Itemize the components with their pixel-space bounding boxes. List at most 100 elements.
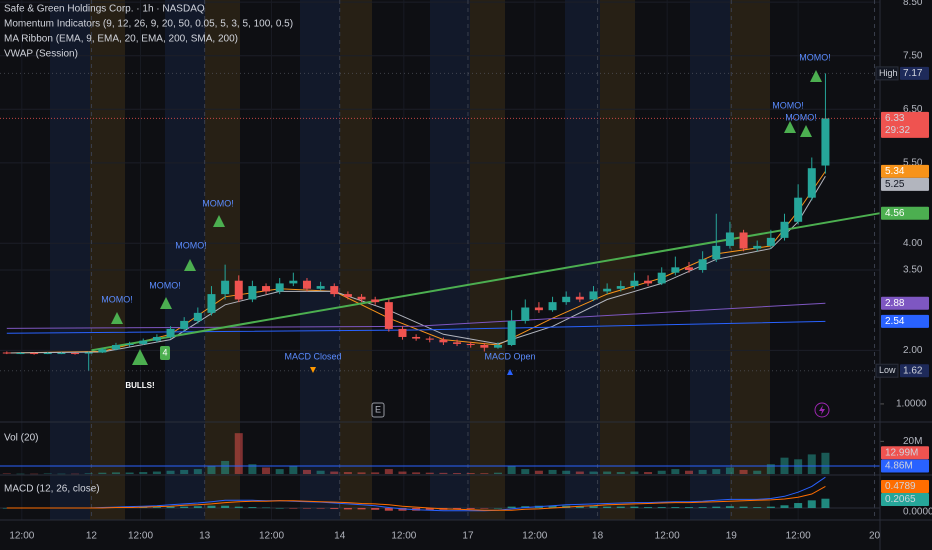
session-band [565,0,600,520]
candle-body [262,286,271,292]
volume-bar [371,472,380,474]
indicator-legend[interactable]: VWAP (Session) [4,49,78,60]
volume-bar [698,469,707,474]
signal-arrow [310,367,316,373]
volume-bar [71,473,80,475]
low-tag: Low [879,365,896,375]
candle-body [534,307,543,311]
candle-body [562,296,571,303]
trendline-value: 4.56 [885,208,905,219]
candle-body [821,118,830,166]
session-band [165,0,205,520]
session-band [300,0,340,520]
volume-bar [630,471,639,474]
signal-label: MOMO! [799,52,831,62]
macd-histogram [821,498,830,508]
volume-bar [507,465,516,474]
session-band [50,0,90,520]
volume-bar [725,467,734,474]
macd-histogram [152,507,161,508]
indicator-legend[interactable]: Momentum Indicators (9, 12, 26, 9, 20, 5… [4,19,293,30]
ma-value-bg [881,314,929,328]
volume-bar [221,460,230,474]
x-tick-label: 12:00 [655,531,680,542]
ma-value-bg [881,177,929,191]
volume-bar [16,473,25,475]
high-tag: High [879,68,898,78]
candle-body [807,168,816,198]
macd-histogram [357,507,366,510]
low-value: 1.62 [903,365,923,376]
macd-histogram [575,506,584,508]
volume-bar [657,470,666,474]
bar-countdown: 29:32 [885,125,910,136]
candle-body [412,336,421,339]
candle-body [111,345,120,350]
volume-bar [180,469,189,474]
volume-bar [453,473,462,474]
indicator-legend[interactable]: MA Ribbon (EMA, 9, EMA, 20, EMA, 200, SM… [4,34,238,45]
y-tick-label: 4.00 [903,238,923,249]
volume-bar [384,469,393,474]
session-band [430,0,470,520]
candle-body [152,336,161,341]
volume-bar [275,469,284,474]
volume-bar [30,473,39,475]
candle-body [739,232,748,249]
candle-body [125,343,134,345]
macd-title[interactable]: MACD (12, 26, close) [4,484,100,495]
candle-body [221,280,230,295]
candle-body [180,320,189,329]
macd-histogram [262,507,271,509]
volume-bar [644,472,653,474]
ma-value: 2.54 [885,316,905,327]
session-band [470,0,505,520]
signal-triangle [184,259,196,271]
macd-histogram [384,507,393,511]
macd-histogram [248,507,257,508]
y-tick-label: 0.0000 [903,507,932,518]
macd-histogram [589,506,598,508]
volume-bar [753,470,762,474]
signal-triangle [132,349,148,365]
x-tick-label: 12:00 [259,531,284,542]
macd-histogram [603,506,612,508]
candle-body [466,343,475,345]
ma-value-bg [881,164,929,178]
volume-bar [139,472,148,474]
candle-body [302,280,311,289]
macd-histogram [739,506,748,508]
volume-title[interactable]: Vol (20) [4,433,38,444]
macd-histogram [644,507,653,508]
session-band [90,0,125,520]
candle-body [16,353,25,355]
signal-label-bg [881,479,929,493]
volume-bar [316,470,325,474]
volume-bar [521,469,530,474]
candle-body [316,286,325,289]
candle-body [712,245,721,260]
signal-arrow [507,369,513,375]
volume-bar [562,470,571,474]
macd-histogram [207,505,216,508]
high-value: 7.17 [903,68,923,79]
candle-body [371,299,380,303]
candle-body [603,288,612,292]
signal-label: MOMO! [785,112,817,122]
candle-body [207,294,216,313]
ma-value-bg [881,296,929,310]
candle-body [343,294,352,297]
macd-histogram [725,506,734,508]
last-price: 6.33 [885,113,905,124]
candle-body [589,291,598,300]
volume-bar [84,473,93,474]
volume-ma-label: 4.86M [885,461,913,472]
session-band [205,0,240,520]
candle-body [671,267,680,273]
volume-bar [807,454,816,474]
event-badge [371,402,385,418]
candle-body [453,342,462,344]
candle-body [57,353,66,355]
histogram-label: 0.2065 [885,494,916,505]
macd-histogram [698,507,707,508]
